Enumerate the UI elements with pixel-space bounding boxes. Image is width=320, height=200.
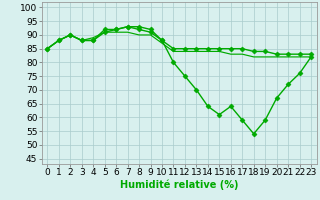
- X-axis label: Humidité relative (%): Humidité relative (%): [120, 180, 238, 190]
